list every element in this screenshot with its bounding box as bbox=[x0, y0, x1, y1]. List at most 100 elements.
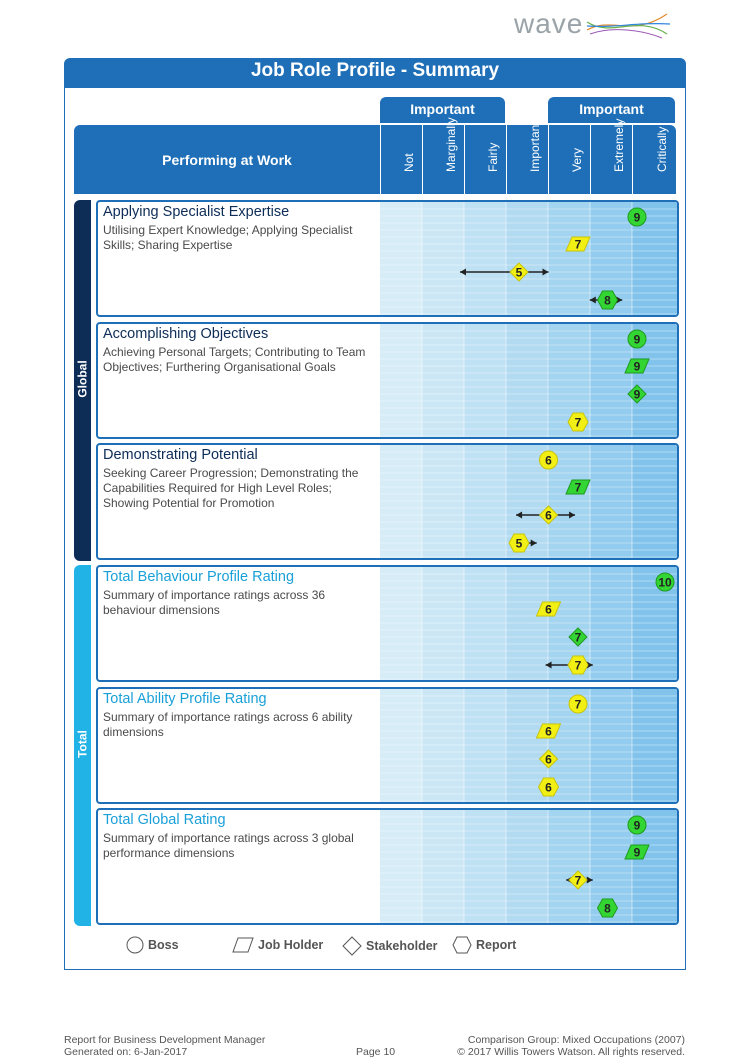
legend-job-holder: Job Holder bbox=[232, 936, 323, 954]
marker-value: 7 bbox=[575, 874, 582, 888]
range-arrow bbox=[569, 511, 576, 519]
range-arrow bbox=[586, 661, 593, 669]
legend-boss: Boss bbox=[126, 936, 179, 954]
range-arrow bbox=[542, 268, 549, 276]
column-label: Marginally bbox=[443, 117, 458, 172]
parallelogram-marker bbox=[565, 479, 591, 495]
marker-value: 5 bbox=[516, 537, 523, 551]
content-frame bbox=[64, 86, 686, 970]
grid-column bbox=[422, 689, 464, 802]
marker-value: 7 bbox=[575, 659, 582, 673]
marker-value: 8 bbox=[604, 294, 611, 308]
panel-description: Utilising Expert Knowledge; Applying Spe… bbox=[103, 223, 353, 252]
grid-column bbox=[506, 202, 548, 315]
marker-value: 9 bbox=[634, 333, 641, 347]
marker-value: 9 bbox=[634, 211, 641, 225]
grid-column bbox=[422, 202, 464, 315]
grid-column bbox=[464, 445, 506, 558]
marker-value: 9 bbox=[634, 360, 641, 374]
grid-column bbox=[422, 810, 464, 923]
circle-marker bbox=[539, 450, 558, 470]
parallelogram-marker bbox=[535, 723, 562, 739]
column-label: Fairly bbox=[485, 142, 500, 172]
hexagon-marker bbox=[596, 290, 619, 310]
hexagon-marker bbox=[596, 898, 619, 918]
column-header-important: Important bbox=[506, 121, 548, 194]
panel-description: Summary of importance ratings across 36 … bbox=[103, 588, 326, 617]
legend-label: Report bbox=[476, 938, 517, 952]
page-title: Job Role Profile - Summary bbox=[250, 60, 500, 81]
legend-report: Report bbox=[452, 936, 516, 954]
circle-marker bbox=[655, 572, 675, 592]
wave-logo-swoosh-icon bbox=[586, 13, 671, 39]
section-header: Performing at Work bbox=[74, 125, 380, 194]
marker-value: 10 bbox=[658, 576, 672, 590]
grid-column bbox=[380, 324, 422, 437]
range-arrow bbox=[589, 296, 596, 304]
rating-grid: 9 9 7 8 bbox=[380, 810, 677, 923]
rating-panel: Demonstrating Potential Seeking Career Pr… bbox=[96, 443, 679, 560]
circle-marker bbox=[627, 329, 647, 349]
hexagon-icon bbox=[452, 936, 472, 954]
marker-value: 6 bbox=[545, 454, 552, 468]
total-side-bar: Total bbox=[74, 565, 91, 926]
footer-page-number: Page 10 bbox=[356, 1046, 396, 1058]
parallelogram-marker bbox=[624, 844, 650, 860]
grid-column bbox=[380, 567, 422, 680]
grid-column bbox=[380, 202, 422, 315]
marker-value: 9 bbox=[634, 819, 641, 833]
diamond-icon bbox=[342, 936, 362, 956]
rating-panel: Accomplishing Objectives Achieving Person… bbox=[96, 322, 679, 439]
column-header-marginally: Marginally bbox=[422, 117, 464, 194]
footer-comparison-group: Comparison Group: Mixed Occupations (200… bbox=[467, 1034, 685, 1046]
circle-marker bbox=[568, 694, 588, 714]
range-arrow bbox=[586, 876, 593, 884]
legend-label: Stakeholder bbox=[366, 939, 438, 953]
column-header-extremely: Extremely bbox=[590, 119, 632, 194]
marker-value: 6 bbox=[545, 781, 552, 795]
footer-report-for: Report for Business Development Manager bbox=[64, 1034, 266, 1046]
grid-column bbox=[380, 810, 422, 923]
diamond-marker bbox=[568, 627, 588, 647]
rating-panel: Total Global Rating Summary of importance… bbox=[96, 808, 679, 925]
rating-grid: 9 9 9 7 bbox=[380, 324, 677, 437]
column-header-critically: Critically bbox=[632, 125, 676, 194]
panel-title: Total Behaviour Profile Rating bbox=[103, 569, 295, 585]
rating-panel: Total Ability Profile Rating Summary of i… bbox=[96, 687, 679, 804]
column-label: Critically bbox=[654, 126, 669, 172]
diamond-marker bbox=[538, 505, 559, 525]
panel-title: Demonstrating Potential bbox=[103, 447, 258, 463]
grid-column bbox=[632, 689, 677, 802]
grid-column bbox=[548, 810, 590, 923]
grid-column bbox=[422, 324, 464, 437]
rating-grid: 10 6 7 7 bbox=[380, 567, 677, 680]
grid-column bbox=[464, 567, 506, 680]
rating-grid: 6 7 6 5 bbox=[380, 445, 677, 558]
panel-title: Total Global Rating bbox=[103, 812, 226, 828]
column-label: Important bbox=[527, 121, 542, 172]
column-header-fairly: Fairly bbox=[464, 125, 506, 194]
panel-title: Applying Specialist Expertise bbox=[103, 204, 290, 220]
footer-generated-on: Generated on: 6-Jan-2017 bbox=[64, 1046, 188, 1058]
marker-value: 7 bbox=[575, 481, 582, 495]
range-arrow bbox=[616, 296, 623, 304]
grid-column bbox=[590, 324, 632, 437]
marker-value: 7 bbox=[575, 238, 582, 252]
grid-column bbox=[380, 689, 422, 802]
legend-stakeholder: Stakeholder bbox=[342, 936, 438, 956]
grid-column bbox=[548, 202, 590, 315]
panel-description: Summary of importance ratings across 6 a… bbox=[103, 710, 353, 739]
column-header-very: Very bbox=[548, 125, 590, 194]
grid-column bbox=[590, 689, 632, 802]
grid-column bbox=[632, 445, 677, 558]
marker-value: 5 bbox=[516, 266, 523, 280]
parallelogram-marker bbox=[624, 358, 650, 374]
parallelogram-icon bbox=[232, 937, 254, 953]
grid-column bbox=[506, 324, 548, 437]
grid-column bbox=[464, 202, 506, 315]
important-header-left: Important bbox=[380, 97, 505, 123]
marker-value: 7 bbox=[575, 416, 582, 430]
global-side-bar: Global bbox=[74, 200, 91, 561]
hexagon-marker bbox=[567, 655, 589, 675]
column-header-not: Not bbox=[380, 125, 422, 194]
